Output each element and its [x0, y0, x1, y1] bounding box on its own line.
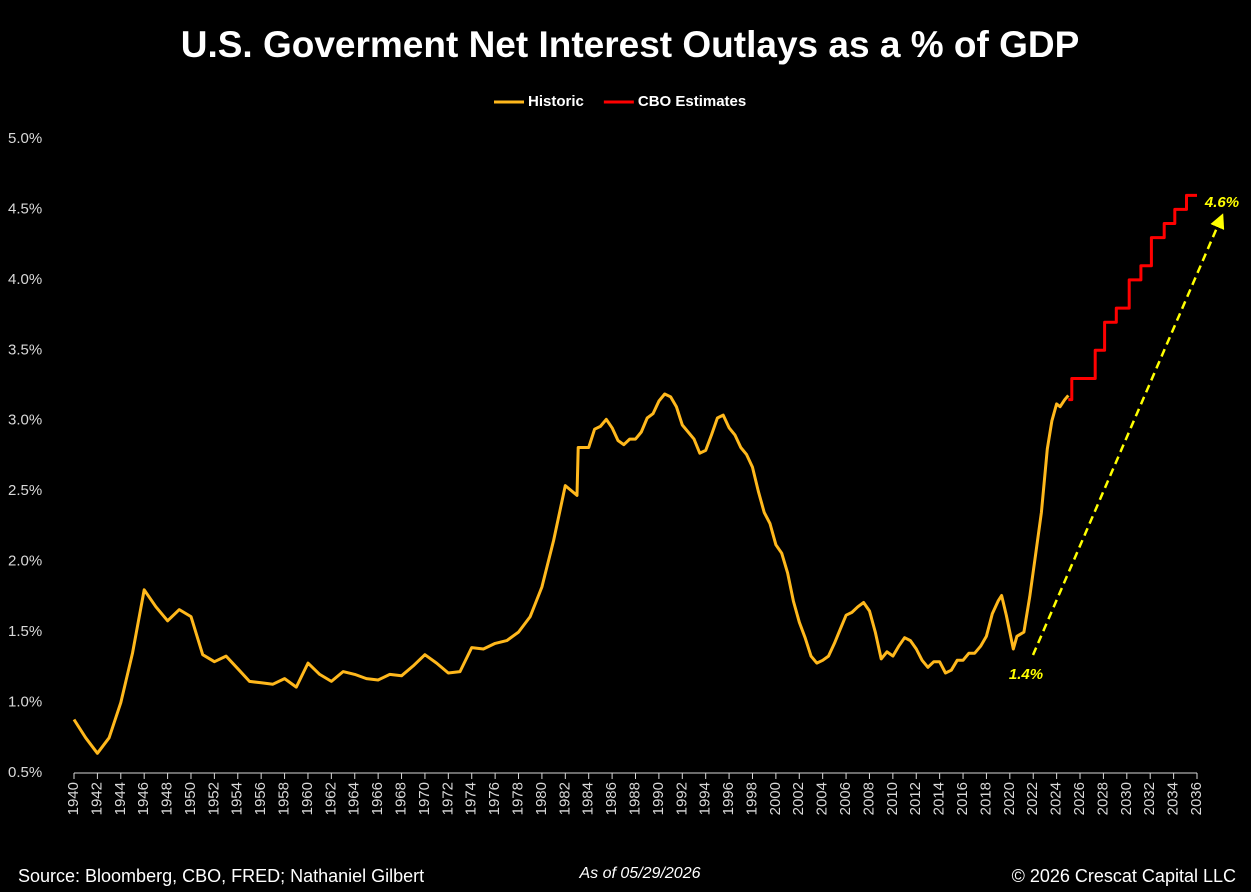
- x-tick-label: 1996: [720, 782, 737, 815]
- x-tick-label: 2026: [1071, 782, 1088, 815]
- x-tick-label: 2008: [860, 782, 877, 815]
- annotation: 1.4%: [1009, 666, 1043, 683]
- x-tick-label: 1948: [159, 782, 176, 815]
- x-tick-label: 1984: [580, 782, 597, 815]
- y-tick-label: 1.0%: [8, 694, 42, 711]
- source: Source: Bloomberg, CBO, FRED; Nathaniel …: [18, 866, 424, 886]
- x-tick-label: 2032: [1141, 782, 1158, 815]
- as-of: As of 05/29/2026: [579, 865, 701, 882]
- x-tick-label: 1980: [533, 782, 550, 815]
- x-tick-label: 1952: [205, 782, 222, 815]
- x-tick-label: 2024: [1048, 782, 1065, 815]
- y-tick-label: 0.5%: [8, 764, 42, 781]
- copyright: © 2026 Crescat Capital LLC: [1012, 866, 1236, 886]
- chart-title: U.S. Goverment Net Interest Outlays as a…: [181, 24, 1080, 65]
- x-tick-label: 2022: [1024, 782, 1041, 815]
- x-tick-label: 1960: [299, 782, 316, 815]
- y-tick-label: 2.0%: [8, 553, 42, 570]
- y-tick-label: 4.5%: [8, 200, 42, 217]
- x-tick-label: 1950: [182, 782, 199, 815]
- x-tick-label: 1940: [65, 782, 82, 815]
- x-tick-label: 2016: [954, 782, 971, 815]
- x-tick-label: 2028: [1094, 782, 1111, 815]
- x-tick-label: 2010: [884, 782, 901, 815]
- y-tick-label: 3.5%: [8, 341, 42, 358]
- x-tick-label: 1946: [135, 782, 152, 815]
- x-tick-label: 2012: [907, 782, 924, 815]
- x-tick-label: 1958: [276, 782, 293, 815]
- x-tick-label: 2030: [1118, 782, 1135, 815]
- x-tick-label: 1970: [416, 782, 433, 815]
- x-tick-label: 1954: [229, 782, 246, 815]
- legend-label: Historic: [528, 93, 584, 110]
- y-tick-label: 1.5%: [8, 623, 42, 640]
- series-line: [1068, 193, 1197, 402]
- x-tick-label: 1992: [673, 782, 690, 815]
- y-tick-label: 4.0%: [8, 271, 42, 288]
- x-tick-label: 1994: [697, 782, 714, 815]
- x-tick-label: 1982: [556, 782, 573, 815]
- x-tick-label: 2020: [1001, 782, 1018, 815]
- series-line: [72, 392, 1070, 755]
- x-tick-label: 1990: [650, 782, 667, 815]
- x-tick-label: 1986: [603, 782, 620, 815]
- annotation: 4.6%: [1204, 194, 1239, 211]
- x-tick-label: 2002: [790, 782, 807, 815]
- y-tick-label: 2.5%: [8, 482, 42, 499]
- x-tick-label: 1942: [88, 782, 105, 815]
- y-tick-label: 5.0%: [8, 130, 42, 147]
- x-tick-label: 1974: [463, 782, 480, 815]
- x-tick-label: 2034: [1165, 782, 1182, 815]
- x-tick-label: 1962: [322, 782, 339, 815]
- x-tick-label: 1976: [486, 782, 503, 815]
- x-tick-label: 1988: [626, 782, 643, 815]
- y-tick-label: 3.0%: [8, 412, 42, 429]
- x-tick-label: 1972: [439, 782, 456, 815]
- x-tick-label: 2004: [814, 782, 831, 815]
- x-tick-label: 1966: [369, 782, 386, 815]
- x-tick-label: 1944: [112, 782, 129, 815]
- x-tick-label: 2000: [767, 782, 784, 815]
- x-tick-label: 2018: [977, 782, 994, 815]
- x-tick-label: 2006: [837, 782, 854, 815]
- x-tick-label: 2014: [931, 782, 948, 815]
- x-tick-label: 1998: [743, 782, 760, 815]
- x-tick-label: 1978: [509, 782, 526, 815]
- x-tick-label: 1956: [252, 782, 269, 815]
- trend-arrow: [1031, 213, 1225, 656]
- x-tick-label: 1964: [346, 782, 363, 815]
- x-tick-label: 2036: [1188, 782, 1205, 815]
- legend-label: CBO Estimates: [638, 93, 746, 110]
- x-tick-label: 1968: [393, 782, 410, 815]
